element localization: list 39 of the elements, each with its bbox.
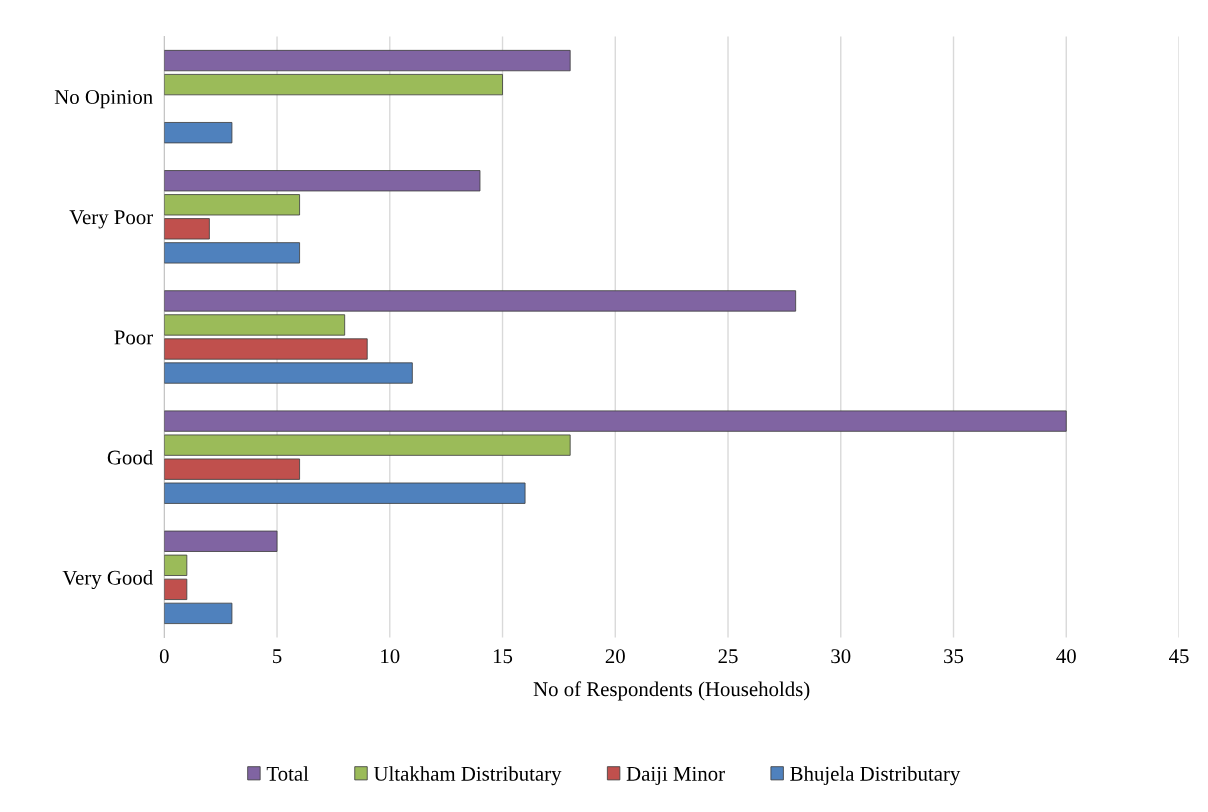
x-tick-label: 10 [381, 649, 400, 664]
bar [164, 73, 503, 96]
bar [164, 290, 797, 312]
bar [164, 170, 481, 192]
x-tick-label: 35 [944, 649, 964, 664]
bar [164, 362, 413, 384]
bar [164, 458, 300, 480]
bar [164, 482, 526, 504]
bar [164, 49, 571, 72]
bar [164, 554, 188, 576]
bar [164, 314, 346, 336]
x-tick-label: 0 [159, 649, 169, 664]
legend-label: Bhujela Distributary [790, 766, 961, 786]
bar [164, 530, 278, 552]
y-tick-label: Very Poor [69, 210, 153, 229]
y-tick-label: Good [107, 449, 153, 465]
x-tick-label: 5 [273, 649, 282, 664]
bar [164, 602, 233, 625]
bar [164, 242, 300, 264]
x-tick-label: 40 [1056, 649, 1076, 664]
bar [164, 122, 233, 144]
x-tick-label: 45 [1169, 649, 1189, 664]
bar [164, 434, 571, 456]
legend-label: Ultakham Distributary [373, 766, 562, 786]
bar [164, 218, 210, 240]
legend-label: Total [266, 766, 309, 781]
bar [164, 338, 368, 360]
y-tick-label: Very Good [62, 570, 153, 590]
legend-label: Daiji Minor [626, 766, 725, 786]
y-tick-label: Poor [114, 330, 153, 345]
x-tick-label: 15 [493, 649, 513, 664]
x-tick-label: 25 [718, 649, 738, 664]
bar [164, 578, 188, 600]
bar [164, 194, 300, 216]
y-tick-label: No Opinion [54, 90, 153, 109]
x-tick-label: 20 [605, 649, 625, 664]
x-tick-label: 30 [831, 649, 851, 664]
bar [164, 410, 1067, 432]
x-axis-title: No of Respondents (Households) [533, 681, 810, 701]
